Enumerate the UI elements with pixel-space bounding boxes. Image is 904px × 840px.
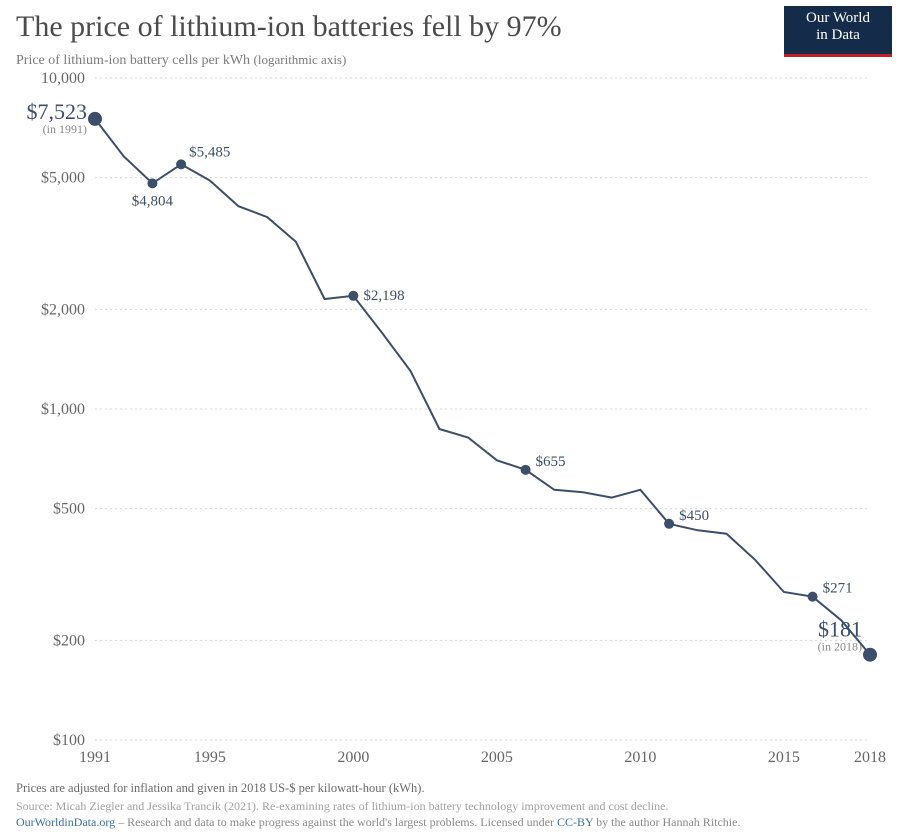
owid-logo: Our World in Data [784,6,892,54]
x-axis-label: 2000 [337,749,369,766]
page: The price of lithium-ion batteries fell … [0,0,904,840]
y-axis-label: $2,000 [41,301,85,318]
y-axis-label: 10,000 [41,70,85,87]
data-annotation-sub: (in 1991) [43,122,87,136]
logo-underline [784,54,892,57]
data-marker [521,465,531,475]
data-annotation: $7,523 [27,99,88,124]
x-axis-label: 2010 [624,749,656,766]
chart-footer: Prices are adjusted for inflation and gi… [16,780,888,831]
data-annotation: $450 [679,508,709,524]
y-axis-label: $500 [53,501,85,518]
data-marker [147,178,157,188]
data-annotation: $655 [536,454,566,470]
data-marker [176,159,186,169]
chart-title: The price of lithium-ion batteries fell … [16,10,562,44]
y-axis-label: $5,000 [41,170,85,187]
data-annotation-sub: (in 2018) [818,640,862,654]
logo-line-2: in Data [784,27,892,44]
x-axis-label: 2005 [481,749,513,766]
data-marker [808,592,818,602]
y-axis-label: $100 [53,732,85,749]
subtitle-note: (logarithmic axis) [254,52,347,67]
data-marker [348,291,358,301]
data-annotation: $181 [818,617,862,642]
data-annotation: $271 [823,581,853,597]
data-marker [863,648,877,662]
price-series-line [95,119,870,655]
logo-line-1: Our World [784,10,892,27]
license-link[interactable]: CC-BY [557,815,593,829]
subtitle-main: Price of lithium-ion battery cells per k… [16,53,250,68]
footer-credit-text-1: – Research and data to make progress aga… [115,815,557,829]
data-annotation: $5,485 [189,144,230,160]
y-axis-label: $1,000 [41,401,85,418]
data-annotation: $2,198 [363,288,404,304]
y-axis-label: $200 [53,632,85,649]
x-axis-label: 1995 [194,749,226,766]
data-marker [88,112,102,126]
footer-source: Source: Micah Ziegler and Jessika Tranci… [16,798,888,815]
x-axis-label: 2015 [768,749,800,766]
data-annotation: $4,804 [132,193,174,209]
footer-note: Prices are adjusted for inflation and gi… [16,780,888,798]
x-axis-label: 1991 [79,749,111,766]
footer-credit-text-2: by the author Hannah Ritchie. [593,815,740,829]
price-line-chart: 10,000 $5,000 $2,000 $1,000 $500 $200 $1001991… [0,70,904,770]
data-marker [664,519,674,529]
footer-credit: OurWorldinData.org – Research and data t… [16,814,888,831]
owid-link[interactable]: OurWorldinData.org [16,815,115,829]
chart-subtitle: Price of lithium-ion battery cells per k… [16,52,346,69]
x-axis-label: 2018 [854,749,886,766]
